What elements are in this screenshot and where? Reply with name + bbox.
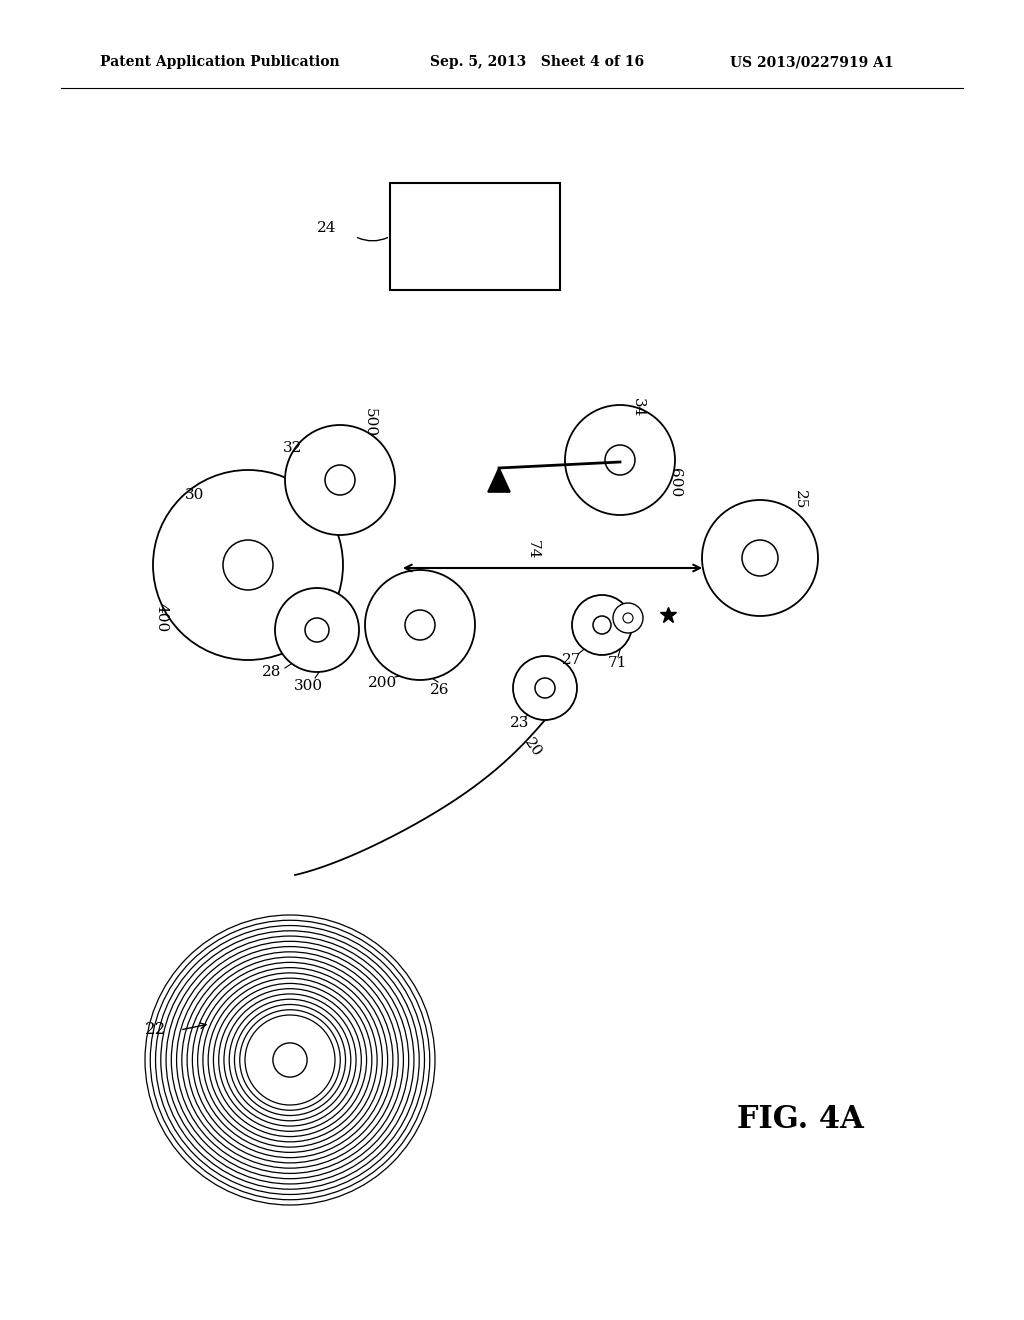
Circle shape (565, 405, 675, 515)
Text: 500: 500 (362, 408, 377, 437)
Text: 30: 30 (185, 488, 205, 502)
Circle shape (223, 540, 273, 590)
Text: 23: 23 (510, 715, 529, 730)
Text: 25: 25 (793, 490, 807, 510)
Text: 400: 400 (155, 603, 169, 632)
Text: 27: 27 (562, 653, 582, 667)
Circle shape (605, 445, 635, 475)
Text: 26: 26 (430, 682, 450, 697)
Text: 22: 22 (144, 1022, 166, 1039)
Text: FIG. 4A: FIG. 4A (736, 1105, 863, 1135)
Text: 28: 28 (262, 665, 282, 678)
Text: 32: 32 (284, 441, 303, 455)
Text: 20: 20 (521, 737, 545, 760)
Text: 71: 71 (607, 656, 627, 671)
Circle shape (593, 616, 611, 634)
Bar (390, 183, 560, 290)
Circle shape (305, 618, 329, 642)
Circle shape (275, 587, 359, 672)
Text: 24: 24 (317, 220, 337, 235)
Circle shape (623, 612, 633, 623)
Circle shape (535, 678, 555, 698)
Circle shape (365, 570, 475, 680)
Text: Sep. 5, 2013   Sheet 4 of 16: Sep. 5, 2013 Sheet 4 of 16 (430, 55, 644, 69)
Circle shape (153, 470, 343, 660)
Circle shape (702, 500, 818, 616)
Text: 200: 200 (369, 676, 397, 690)
Text: 600: 600 (668, 469, 682, 498)
Circle shape (273, 1043, 307, 1077)
Circle shape (513, 656, 577, 719)
Text: 34: 34 (631, 399, 645, 417)
Circle shape (572, 595, 632, 655)
Circle shape (613, 603, 643, 634)
Circle shape (285, 425, 395, 535)
Polygon shape (488, 469, 510, 492)
Circle shape (742, 540, 778, 576)
Text: 300: 300 (294, 678, 323, 693)
Circle shape (406, 610, 435, 640)
Circle shape (325, 465, 355, 495)
Text: Patent Application Publication: Patent Application Publication (100, 55, 340, 69)
Text: 74: 74 (526, 540, 540, 560)
Text: US 2013/0227919 A1: US 2013/0227919 A1 (730, 55, 894, 69)
